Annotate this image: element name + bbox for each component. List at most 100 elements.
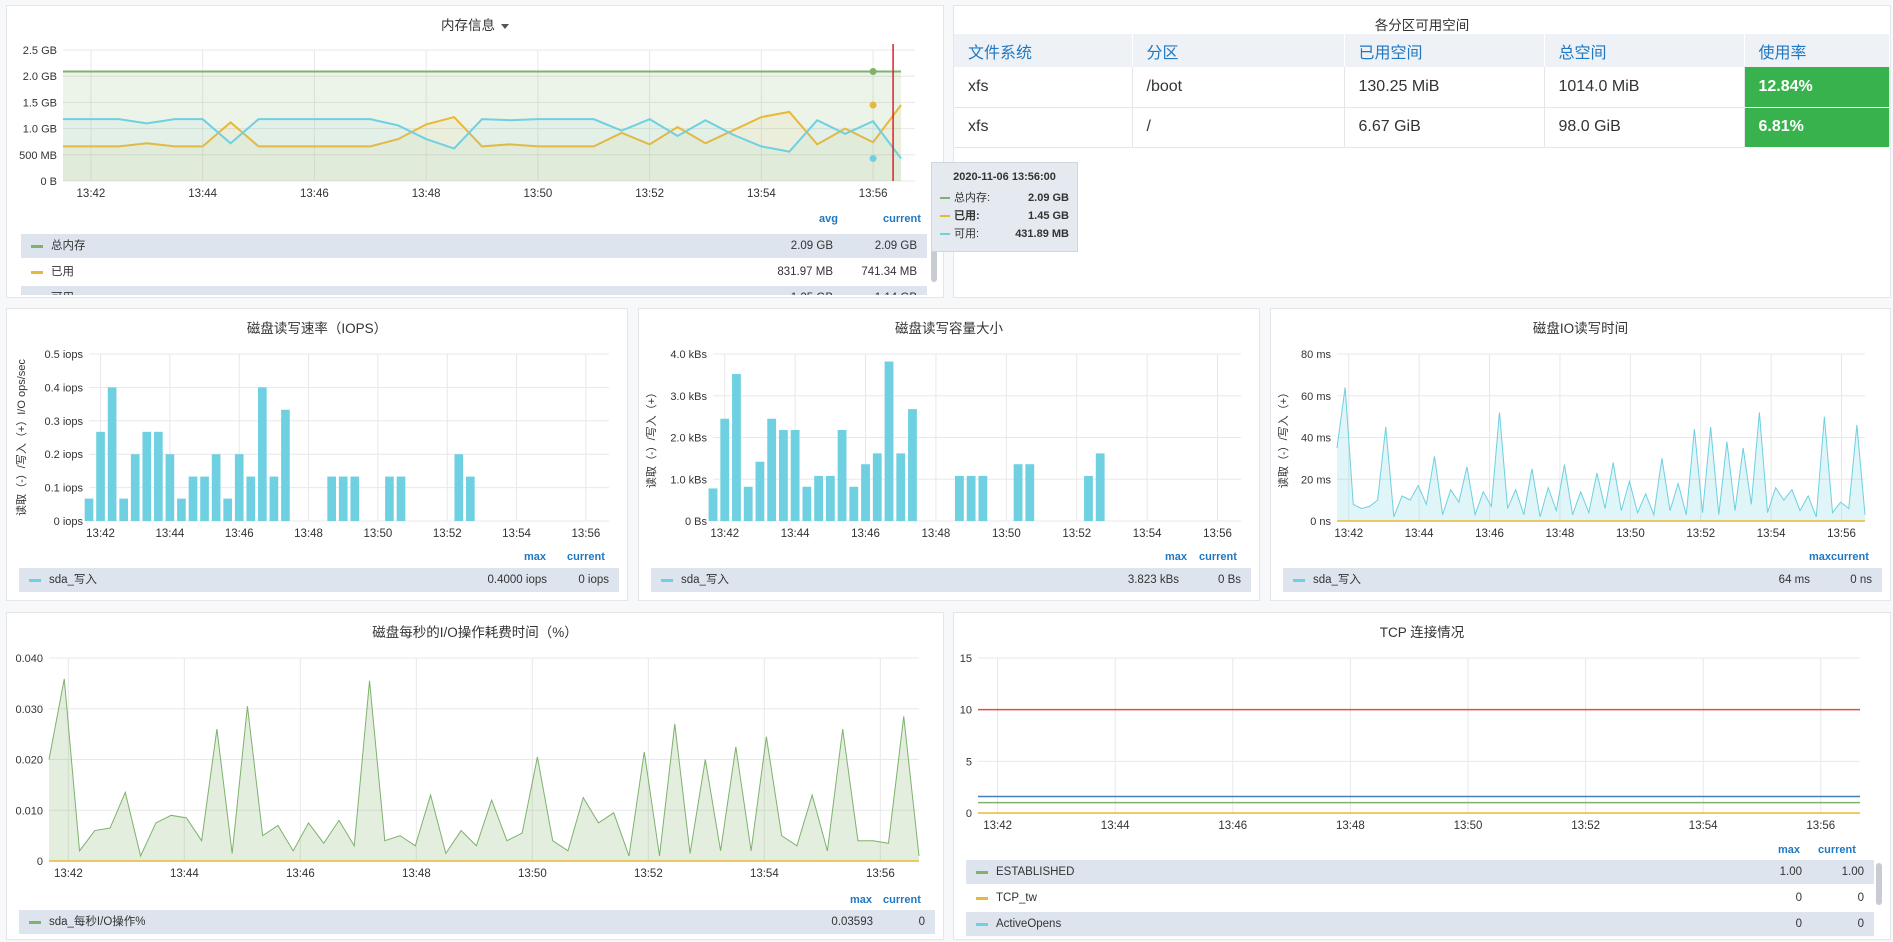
x-tick-label: 13:48: [412, 188, 441, 200]
bar: [119, 498, 128, 521]
bar: [223, 498, 232, 521]
legend-name: 可用: [51, 286, 74, 295]
legend-header-max: max: [1165, 551, 1188, 563]
legend-max: 0: [1795, 892, 1802, 904]
x-tick-label: 13:50: [992, 528, 1021, 540]
iotime-panel-title[interactable]: 磁盘IO读写时间: [1532, 321, 1629, 336]
legend-current: 0: [1857, 892, 1864, 904]
iops-panel: 磁盘读写速率（IOPS） 0 iops 0.1 iops 0.2 iops 0.3 i…: [6, 308, 628, 601]
legend-row-established[interactable]: ESTABLISHED 1.00 1.00: [966, 860, 1874, 884]
legend-avg: 1.25 GB: [791, 286, 833, 295]
y-tick-label: 0.020: [15, 755, 43, 767]
series-line: [48, 678, 920, 858]
iops-chart: 0 iops 0.1 iops 0.2 iops 0.3 iops 0.4 iops 0.…: [14, 349, 609, 540]
throughput-panel-title[interactable]: 磁盘读写容量大小: [895, 321, 1003, 336]
y-tick-label: 0 iops: [54, 516, 84, 528]
x-tick-label: 13:42: [1334, 528, 1363, 540]
memory-title-text: 内存信息: [441, 18, 495, 33]
x-tick-label: 13:48: [1336, 820, 1365, 832]
legend-name: 已用: [51, 266, 74, 278]
y-tick-label: 5: [966, 756, 972, 768]
chevron-down-icon[interactable]: [501, 23, 509, 29]
bar: [396, 476, 406, 521]
y-tick-label: 2.0 GB: [23, 71, 57, 83]
y-tick-label: 0.040: [15, 653, 43, 665]
x-tick-label: 13:56: [571, 528, 600, 540]
col-partition[interactable]: 分区: [1132, 34, 1345, 67]
legend-header-avg: avg: [819, 213, 838, 225]
legend-row[interactable]: sda_写入 0.4000 iops 0 iops: [19, 568, 619, 592]
bar: [708, 488, 718, 521]
tooltip-name: 已用:: [954, 210, 980, 222]
legend-swatch: [1293, 579, 1305, 582]
cell-usage: 12.84%: [1744, 67, 1890, 108]
tooltip-name: 总内存:: [954, 192, 991, 204]
legend-row[interactable]: sda_每秒I/O操作% 0.03593 0: [19, 910, 935, 934]
col-filesystem[interactable]: 文件系统: [954, 34, 1133, 67]
x-tick-label: 13:50: [518, 868, 547, 880]
legend-scrollbar[interactable]: [1876, 863, 1882, 905]
legend-current: 0 ns: [1850, 574, 1872, 586]
x-tick-label: 13:54: [750, 868, 779, 880]
col-used[interactable]: 已用空间: [1344, 34, 1545, 67]
y-tick-label: 500 MB: [19, 150, 57, 162]
legend-max: 0: [1795, 918, 1802, 930]
bar: [385, 476, 394, 521]
bar: [211, 454, 221, 521]
legend-swatch: [976, 871, 988, 874]
legend-row-total[interactable]: 总内存 2.09 GB 2.09 GB: [21, 234, 927, 258]
bar: [107, 387, 117, 521]
partitions-panel-title[interactable]: 各分区可用空间: [1374, 18, 1470, 33]
tooltip-name: 可用:: [954, 228, 980, 240]
legend-header-max: max: [1809, 551, 1832, 563]
series-area: [49, 678, 919, 861]
legend-header-current: current: [1818, 844, 1856, 856]
x-tick-label: 13:54: [502, 528, 531, 540]
iops-panel-title[interactable]: 磁盘读写速率（IOPS）: [246, 321, 388, 336]
legend-row[interactable]: sda_写入 64 ms 0 ns: [1283, 568, 1882, 592]
partitions-panel: 各分区可用空间 文件系统 分区 已用空间 总空间 使用率 xfs /boot 1…: [953, 5, 1891, 298]
cell-filesystem: xfs: [954, 107, 1133, 148]
x-tick-label: 13:42: [54, 868, 83, 880]
x-tick-label: 13:44: [155, 528, 184, 540]
legend-row-activeopens[interactable]: ActiveOpens 0 0: [966, 912, 1874, 936]
x-tick-label: 13:56: [1806, 820, 1835, 832]
bar: [743, 486, 753, 521]
legend-swatch: [976, 923, 988, 926]
memory-tooltip: 2020-11-06 13:56:00 总内存: 2.09 GB 已用: 1.4…: [931, 162, 1078, 252]
y-tick-label: 2.0 kBs: [670, 433, 707, 445]
bar: [861, 464, 870, 521]
tcp-panel-title[interactable]: TCP 连接情况: [1379, 625, 1465, 640]
memory-panel-title[interactable]: 内存信息: [7, 14, 943, 34]
bar: [1095, 453, 1105, 521]
bar: [454, 454, 464, 521]
bar: [908, 409, 917, 521]
x-tick-label: 13:46: [286, 868, 315, 880]
col-total[interactable]: 总空间: [1544, 34, 1745, 67]
bar: [281, 409, 290, 521]
legend-row[interactable]: sda_写入 3.823 kBs 0 Bs: [651, 568, 1251, 592]
tooltip-swatch: [940, 197, 950, 199]
x-tick-label: 13:52: [433, 528, 462, 540]
ioutil-legend: sda_每秒I/O操作% 0.03593 0: [19, 910, 935, 936]
legend-row-free[interactable]: 可用 1.25 GB 1.14 GB: [21, 286, 927, 295]
legend-scrollbar[interactable]: [931, 234, 937, 282]
y-axis-label: 读取（-）/写入（+）: [644, 387, 658, 488]
legend-current: 1.00: [1841, 866, 1864, 878]
x-tick-label: 13:52: [1686, 528, 1715, 540]
legend-swatch: [29, 921, 41, 924]
legend-name: sda_写入: [1313, 574, 1361, 586]
col-usage[interactable]: 使用率: [1744, 34, 1890, 67]
tooltip-value: 1.45 GB: [1028, 210, 1069, 222]
iotime-legend: sda_写入 64 ms 0 ns: [1283, 568, 1882, 594]
bar: [732, 374, 741, 521]
bar: [1013, 464, 1023, 521]
legend-row-used[interactable]: 已用 831.97 MB 741.34 MB: [21, 260, 927, 284]
legend-swatch: [31, 271, 43, 274]
cell-partition: /boot: [1132, 67, 1345, 108]
x-tick-label: 13:52: [1062, 528, 1091, 540]
legend-current: 0 Bs: [1217, 574, 1241, 586]
legend-row-tcptw[interactable]: TCP_tw 0 0: [966, 886, 1874, 910]
ioutil-panel-title[interactable]: 磁盘每秒的I/O操作耗费时间（%）: [372, 625, 578, 640]
table-row: xfs /boot 130.25 MiB 1014.0 MiB 12.84%: [954, 67, 1890, 108]
